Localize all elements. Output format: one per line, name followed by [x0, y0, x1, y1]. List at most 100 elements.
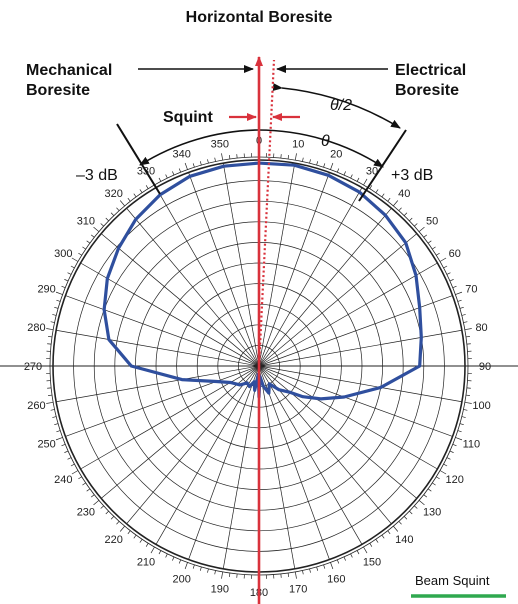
plus-3db-label: +3 dB: [391, 167, 433, 184]
grid-tick: [100, 223, 104, 227]
grid-tick: [393, 200, 399, 207]
grid-tick: [172, 171, 175, 176]
grid-tick: [457, 430, 462, 433]
grid-spoke: [126, 365, 260, 525]
grid-tick: [309, 568, 311, 573]
grid-tick: [381, 193, 385, 198]
grid-tick: [54, 306, 59, 309]
grid-tick: [443, 265, 448, 269]
angle-label: 230: [77, 506, 95, 518]
grid-tick: [116, 521, 120, 525]
grid-tick: [199, 161, 202, 166]
grid-tick: [86, 240, 91, 244]
grid-tick: [221, 571, 224, 579]
grid-tick: [356, 550, 360, 555]
grid-tick: [158, 550, 162, 555]
grid-spoke: [100, 365, 260, 499]
grid-spoke: [222, 365, 260, 569]
grid-spoke: [258, 365, 418, 499]
grid-tick: [207, 159, 209, 164]
grid-tick: [309, 159, 311, 164]
squint-label: Squint: [163, 109, 213, 126]
grid-tick: [414, 223, 418, 227]
grid-tick: [50, 321, 55, 323]
grid-tick: [52, 416, 57, 418]
grid-tick: [350, 553, 353, 558]
grid-tick: [78, 252, 82, 256]
mechanical-label-line1: Mechanical: [26, 62, 112, 79]
minus-3db-label: –3 dB: [76, 167, 118, 184]
grid-tick: [105, 510, 109, 515]
grid-tick: [139, 189, 143, 193]
grid-tick: [178, 168, 182, 173]
grid-tick: [139, 539, 143, 543]
grid-tick: [363, 546, 368, 554]
grid-tick: [461, 416, 466, 418]
grid-tick: [463, 409, 468, 411]
grid-spoke: [258, 172, 330, 367]
electrical-label-line1: Electrical: [395, 62, 466, 79]
grid-tick: [110, 212, 115, 216]
grid-tick: [403, 212, 408, 216]
grid-tick: [459, 306, 464, 309]
angle-label: 10: [292, 138, 304, 150]
grid-tick: [55, 291, 63, 295]
angle-label: 200: [173, 573, 191, 585]
half-theta-label: θ/2: [330, 97, 352, 114]
grid-tick: [64, 279, 69, 282]
grid-tick: [465, 336, 470, 338]
grid-tick: [207, 568, 209, 573]
grid-tick: [192, 163, 195, 168]
angle-label: 60: [449, 248, 461, 260]
grid-tick: [381, 534, 385, 539]
angle-label: 80: [475, 322, 487, 334]
grid-tick: [465, 394, 470, 396]
theta-arc: [139, 129, 259, 166]
grid-tick: [71, 470, 79, 475]
grid-tick: [214, 157, 216, 162]
grid-tick: [105, 217, 109, 222]
grid-tick: [46, 328, 54, 331]
grid-tick: [55, 437, 63, 441]
grid-tick: [323, 163, 326, 168]
angle-label: 290: [37, 284, 55, 296]
grid-tick: [409, 217, 413, 222]
grid-tick: [150, 546, 155, 554]
grid-tick: [184, 562, 188, 570]
grid-tick: [464, 401, 472, 404]
theta-label: θ: [321, 133, 330, 150]
grid-tick: [449, 279, 454, 282]
grid-spoke: [258, 365, 392, 525]
grid-tick: [287, 155, 289, 160]
grid-tick: [93, 226, 100, 232]
grid-tick: [387, 530, 391, 535]
angle-label: 170: [289, 584, 307, 596]
angle-label: 120: [446, 474, 464, 486]
angle-label: 280: [27, 322, 45, 334]
grid-tick: [221, 153, 224, 161]
grid-tick: [446, 457, 451, 460]
grid-tick: [192, 564, 195, 569]
grid-spoke: [258, 365, 330, 560]
grid-spoke: [222, 163, 260, 367]
grid-spoke: [65, 365, 260, 437]
grid-tick: [336, 168, 340, 173]
grid-tick: [459, 423, 464, 426]
diagram-title: Horizontal Boresite: [186, 9, 333, 26]
grid-tick: [61, 285, 66, 289]
grid-spoke: [155, 365, 260, 545]
angle-label: 50: [426, 216, 438, 228]
angle-label: 140: [395, 534, 413, 546]
electrical-boresite-line: [257, 59, 276, 368]
grid-tick: [50, 409, 55, 411]
grid-spoke: [80, 262, 260, 367]
grid-spoke: [155, 187, 260, 367]
grid-tick: [350, 174, 353, 179]
grid-spoke: [188, 172, 260, 367]
grid-tick: [439, 257, 447, 262]
minus-3db-line: [116, 123, 161, 195]
grid-tick: [82, 482, 86, 486]
grid-tick: [93, 500, 100, 506]
grid-spoke: [258, 262, 438, 367]
angle-label: 110: [463, 438, 481, 450]
